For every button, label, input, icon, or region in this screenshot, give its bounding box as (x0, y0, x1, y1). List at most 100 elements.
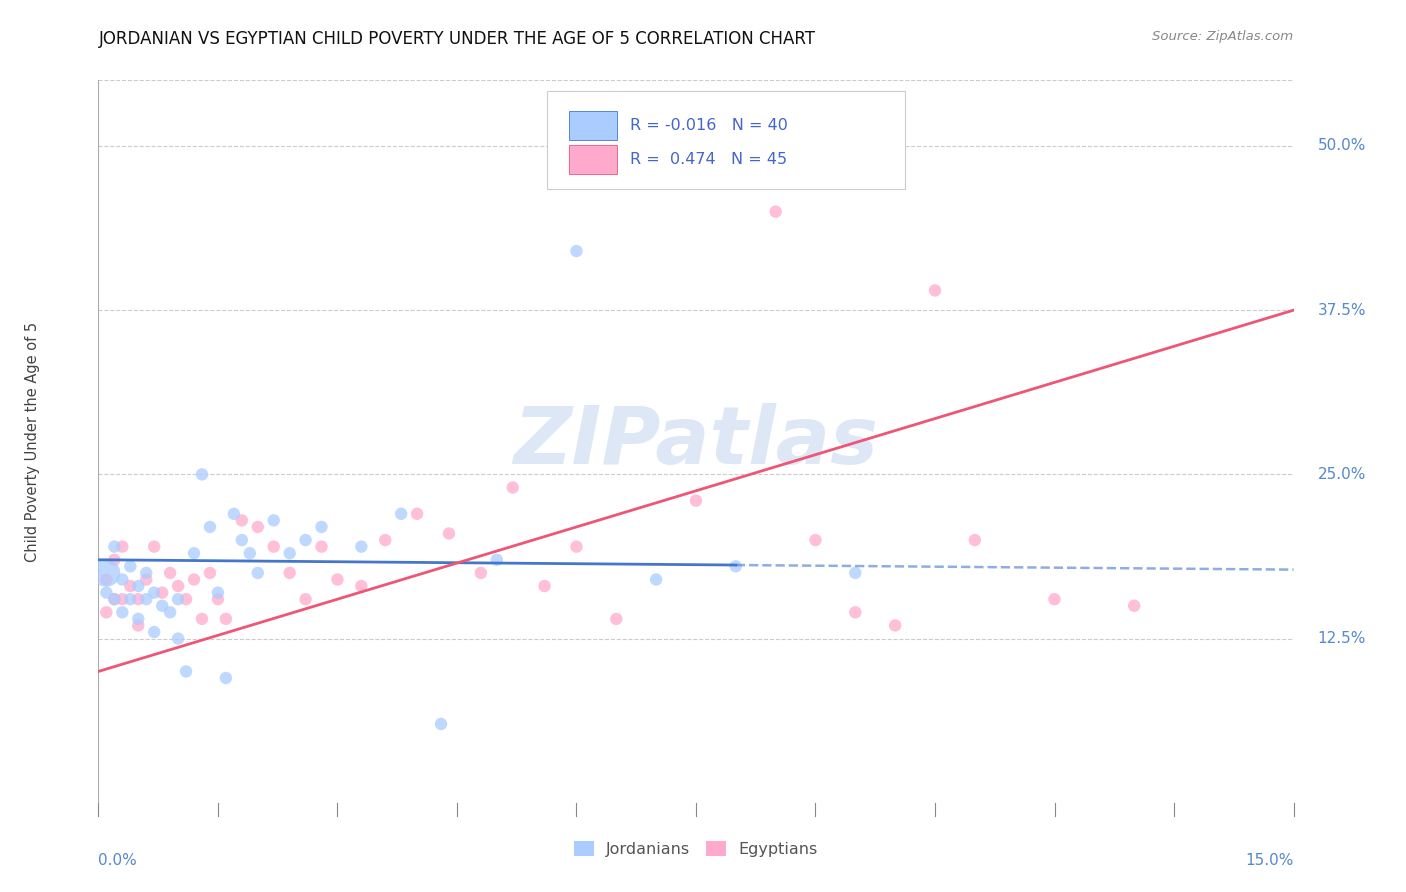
Point (485, 553, 508, 567)
Point (96, 605, 118, 619)
Text: 12.5%: 12.5% (1317, 632, 1365, 646)
Point (150, 599, 173, 613)
Point (311, 540, 333, 554)
Point (765, 204, 787, 219)
Point (198, 566, 221, 580)
Text: Child Poverty Under the Age of 5: Child Poverty Under the Age of 5 (25, 321, 41, 562)
Point (685, 493, 707, 508)
Text: ZIPatlas: ZIPatlas (513, 402, 879, 481)
Point (215, 671, 238, 685)
Legend: Jordanians, Egyptians: Jordanians, Egyptians (568, 835, 824, 863)
Point (437, 526, 460, 541)
Point (804, 533, 827, 547)
Point (174, 665, 197, 679)
Point (207, 592, 229, 607)
Point (135, 566, 157, 580)
Point (502, 481, 524, 495)
Point (430, 717, 453, 731)
Point (207, 585, 229, 599)
Point (246, 520, 269, 534)
Point (844, 566, 866, 580)
Text: R = -0.016   N = 40: R = -0.016 N = 40 (630, 119, 789, 133)
Point (127, 618, 149, 632)
Point (103, 592, 125, 607)
Point (350, 579, 373, 593)
Point (150, 585, 173, 599)
Point (278, 566, 301, 580)
Point (374, 533, 396, 547)
FancyBboxPatch shape (569, 145, 617, 174)
Point (143, 585, 166, 599)
Point (724, 559, 747, 574)
Point (159, 566, 181, 580)
Point (174, 592, 197, 607)
Point (127, 579, 149, 593)
Point (246, 566, 269, 580)
FancyBboxPatch shape (547, 91, 905, 189)
Point (103, 592, 125, 607)
Point (1123, 599, 1146, 613)
Point (120, 592, 142, 607)
Point (215, 612, 238, 626)
Point (645, 573, 668, 587)
Point (143, 625, 166, 640)
Point (278, 546, 301, 560)
Text: Source: ZipAtlas.com: Source: ZipAtlas.com (1153, 29, 1294, 43)
Point (294, 592, 316, 607)
Text: R =  0.474   N = 45: R = 0.474 N = 45 (630, 153, 787, 168)
Text: JORDANIAN VS EGYPTIAN CHILD POVERTY UNDER THE AGE OF 5 CORRELATION CHART: JORDANIAN VS EGYPTIAN CHILD POVERTY UNDE… (98, 29, 815, 47)
Point (924, 284, 946, 298)
Point (191, 612, 214, 626)
Point (127, 592, 149, 607)
Point (96, 573, 118, 587)
Point (183, 546, 205, 560)
Point (350, 540, 373, 554)
Text: 50.0%: 50.0% (1317, 138, 1365, 153)
Point (111, 573, 134, 587)
Point (263, 513, 285, 527)
Point (120, 579, 142, 593)
Point (389, 507, 412, 521)
Point (963, 533, 986, 547)
Point (183, 573, 205, 587)
Text: 25.0%: 25.0% (1317, 467, 1365, 482)
Point (605, 612, 627, 626)
Point (96, 585, 118, 599)
Point (111, 605, 134, 619)
Point (111, 540, 134, 554)
Point (565, 540, 588, 554)
Text: 37.5%: 37.5% (1317, 302, 1365, 318)
Point (159, 605, 181, 619)
Point (143, 540, 166, 554)
Point (884, 618, 907, 632)
Point (406, 507, 429, 521)
Point (135, 573, 157, 587)
Point (844, 605, 866, 619)
Point (222, 507, 245, 521)
Point (231, 513, 253, 527)
Point (263, 540, 285, 554)
Point (191, 467, 214, 482)
Point (294, 533, 316, 547)
Point (239, 546, 262, 560)
Point (120, 559, 142, 574)
Text: 0.0%: 0.0% (98, 853, 138, 868)
Point (103, 540, 125, 554)
Point (231, 533, 253, 547)
Point (96, 566, 118, 580)
Point (167, 592, 190, 607)
Point (103, 553, 125, 567)
Point (198, 520, 221, 534)
Point (565, 244, 588, 258)
Point (533, 579, 555, 593)
Point (111, 592, 134, 607)
Text: 15.0%: 15.0% (1246, 853, 1294, 868)
Point (135, 592, 157, 607)
Point (127, 612, 149, 626)
Point (470, 566, 492, 580)
Point (1043, 592, 1066, 607)
FancyBboxPatch shape (569, 112, 617, 140)
Point (167, 632, 190, 646)
Point (326, 573, 349, 587)
Point (167, 579, 190, 593)
